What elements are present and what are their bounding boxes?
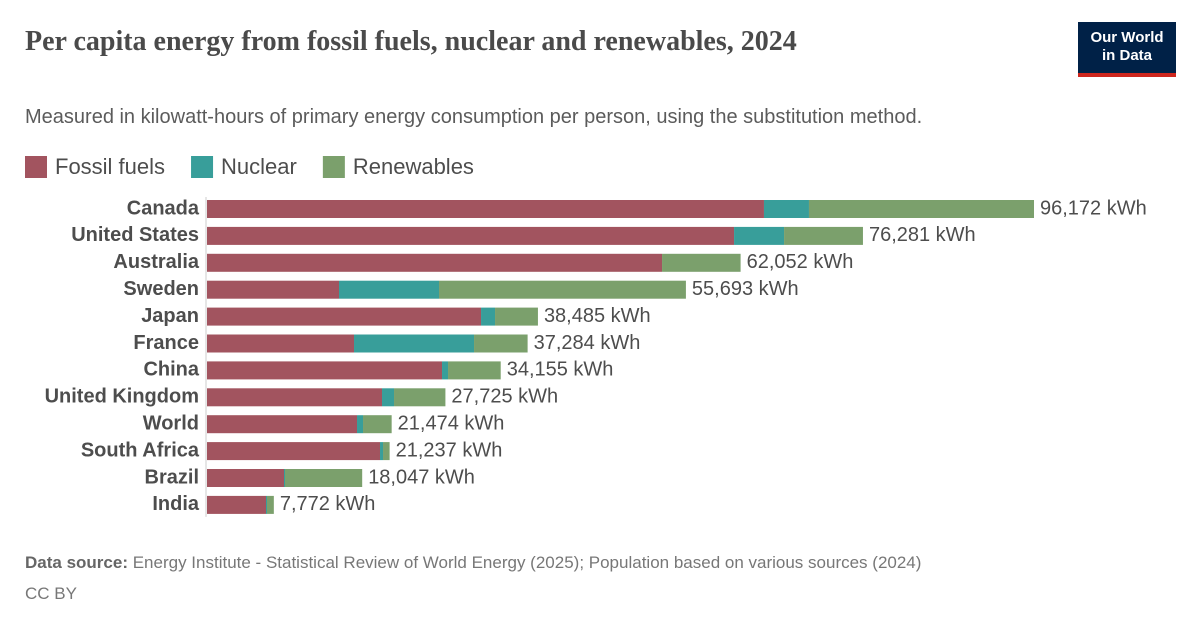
value-label: 34,155 kWh <box>507 359 614 381</box>
logo-text: in Data <box>1101 47 1152 64</box>
source-label: Data source: <box>25 553 128 572</box>
y-tick-label: India <box>152 493 200 515</box>
legend-label: Fossil fuels <box>55 154 165 179</box>
bar-segment <box>363 415 392 434</box>
bar-segment <box>734 226 785 245</box>
bar-segment <box>285 469 363 487</box>
bar-segment <box>354 334 475 353</box>
legend-label: Renewables <box>353 154 474 179</box>
bar-segment <box>207 495 267 514</box>
bar-segment <box>439 280 686 299</box>
bar-segment <box>382 388 395 407</box>
value-label: 18,047 kWh <box>368 466 475 488</box>
source-line: Data source: Energy Institute - Statisti… <box>25 547 921 578</box>
bar-segment <box>383 442 390 461</box>
bar-segment <box>380 442 384 461</box>
y-tick-label: United Kingdom <box>45 386 199 408</box>
value-label: 55,693 kWh <box>692 278 799 300</box>
logo[interactable]: Our World in Data <box>1078 22 1176 77</box>
bar-segment <box>481 307 496 326</box>
bar-segment <box>357 415 364 434</box>
value-label: 21,474 kWh <box>398 412 505 434</box>
license: CC BY <box>25 584 77 603</box>
bar-segment <box>662 253 741 272</box>
y-tick-label: South Africa <box>81 439 200 461</box>
logo-text: Our World <box>1090 29 1164 46</box>
y-tick-label: Brazil <box>145 466 199 488</box>
footer: Data source: Energy Institute - Statisti… <box>25 547 921 609</box>
bar-segment <box>207 415 358 434</box>
legend-swatch <box>322 156 345 178</box>
bar-segment <box>448 361 501 380</box>
bar-segment <box>207 388 383 407</box>
y-tick-label: Australia <box>113 251 199 273</box>
y-tick-label: Canada <box>127 197 200 219</box>
value-label: 37,284 kWh <box>534 332 641 354</box>
value-label: 7,772 kWh <box>280 493 376 515</box>
bar-segment <box>207 361 443 380</box>
subtitle: Measured in kilowatt-hours of primary en… <box>25 106 923 128</box>
y-tick-label: France <box>133 332 199 354</box>
value-label: 62,052 kWh <box>747 251 854 273</box>
y-tick-label: United States <box>71 224 199 246</box>
source: Energy Institute - Statistical Review of… <box>132 553 922 572</box>
bar-segment <box>207 442 381 461</box>
bar-segment <box>339 280 440 299</box>
chart-title: Per capita energy from fossil fuels, nuc… <box>25 26 797 57</box>
bar-segment <box>474 334 528 353</box>
y-tick-label: China <box>143 359 199 381</box>
bar-segment <box>495 307 538 326</box>
bar-segment <box>266 495 268 514</box>
bar-segment <box>207 253 663 272</box>
bar-segment <box>808 200 1034 218</box>
legend-label: Nuclear <box>221 154 297 179</box>
value-label: 27,725 kWh <box>451 386 558 408</box>
bar-segment <box>207 200 764 218</box>
bar-segment <box>763 200 809 218</box>
value-label: 76,281 kWh <box>869 224 976 246</box>
bar-segment <box>284 469 286 487</box>
bar-segment <box>784 226 863 245</box>
bar-segment <box>207 334 355 353</box>
legend-swatch <box>25 156 47 178</box>
value-label: 21,237 kWh <box>396 439 503 461</box>
bar-segment <box>207 307 482 326</box>
bar-segment <box>267 495 274 514</box>
bar-segment <box>207 280 340 299</box>
bar-segment <box>207 226 735 245</box>
value-label: 96,172 kWh <box>1040 197 1147 219</box>
legend-swatch <box>191 156 214 178</box>
bar-segment <box>442 361 449 380</box>
value-label: 38,485 kWh <box>544 305 651 327</box>
y-tick-label: Japan <box>141 305 199 327</box>
y-tick-label: World <box>143 412 199 434</box>
bar-segment <box>394 388 446 407</box>
chart: Fossil fuels Nuclear Renewables Canada 96,17… <box>25 154 1147 517</box>
bar-segment <box>207 469 285 487</box>
y-tick-label: Sweden <box>123 278 199 300</box>
